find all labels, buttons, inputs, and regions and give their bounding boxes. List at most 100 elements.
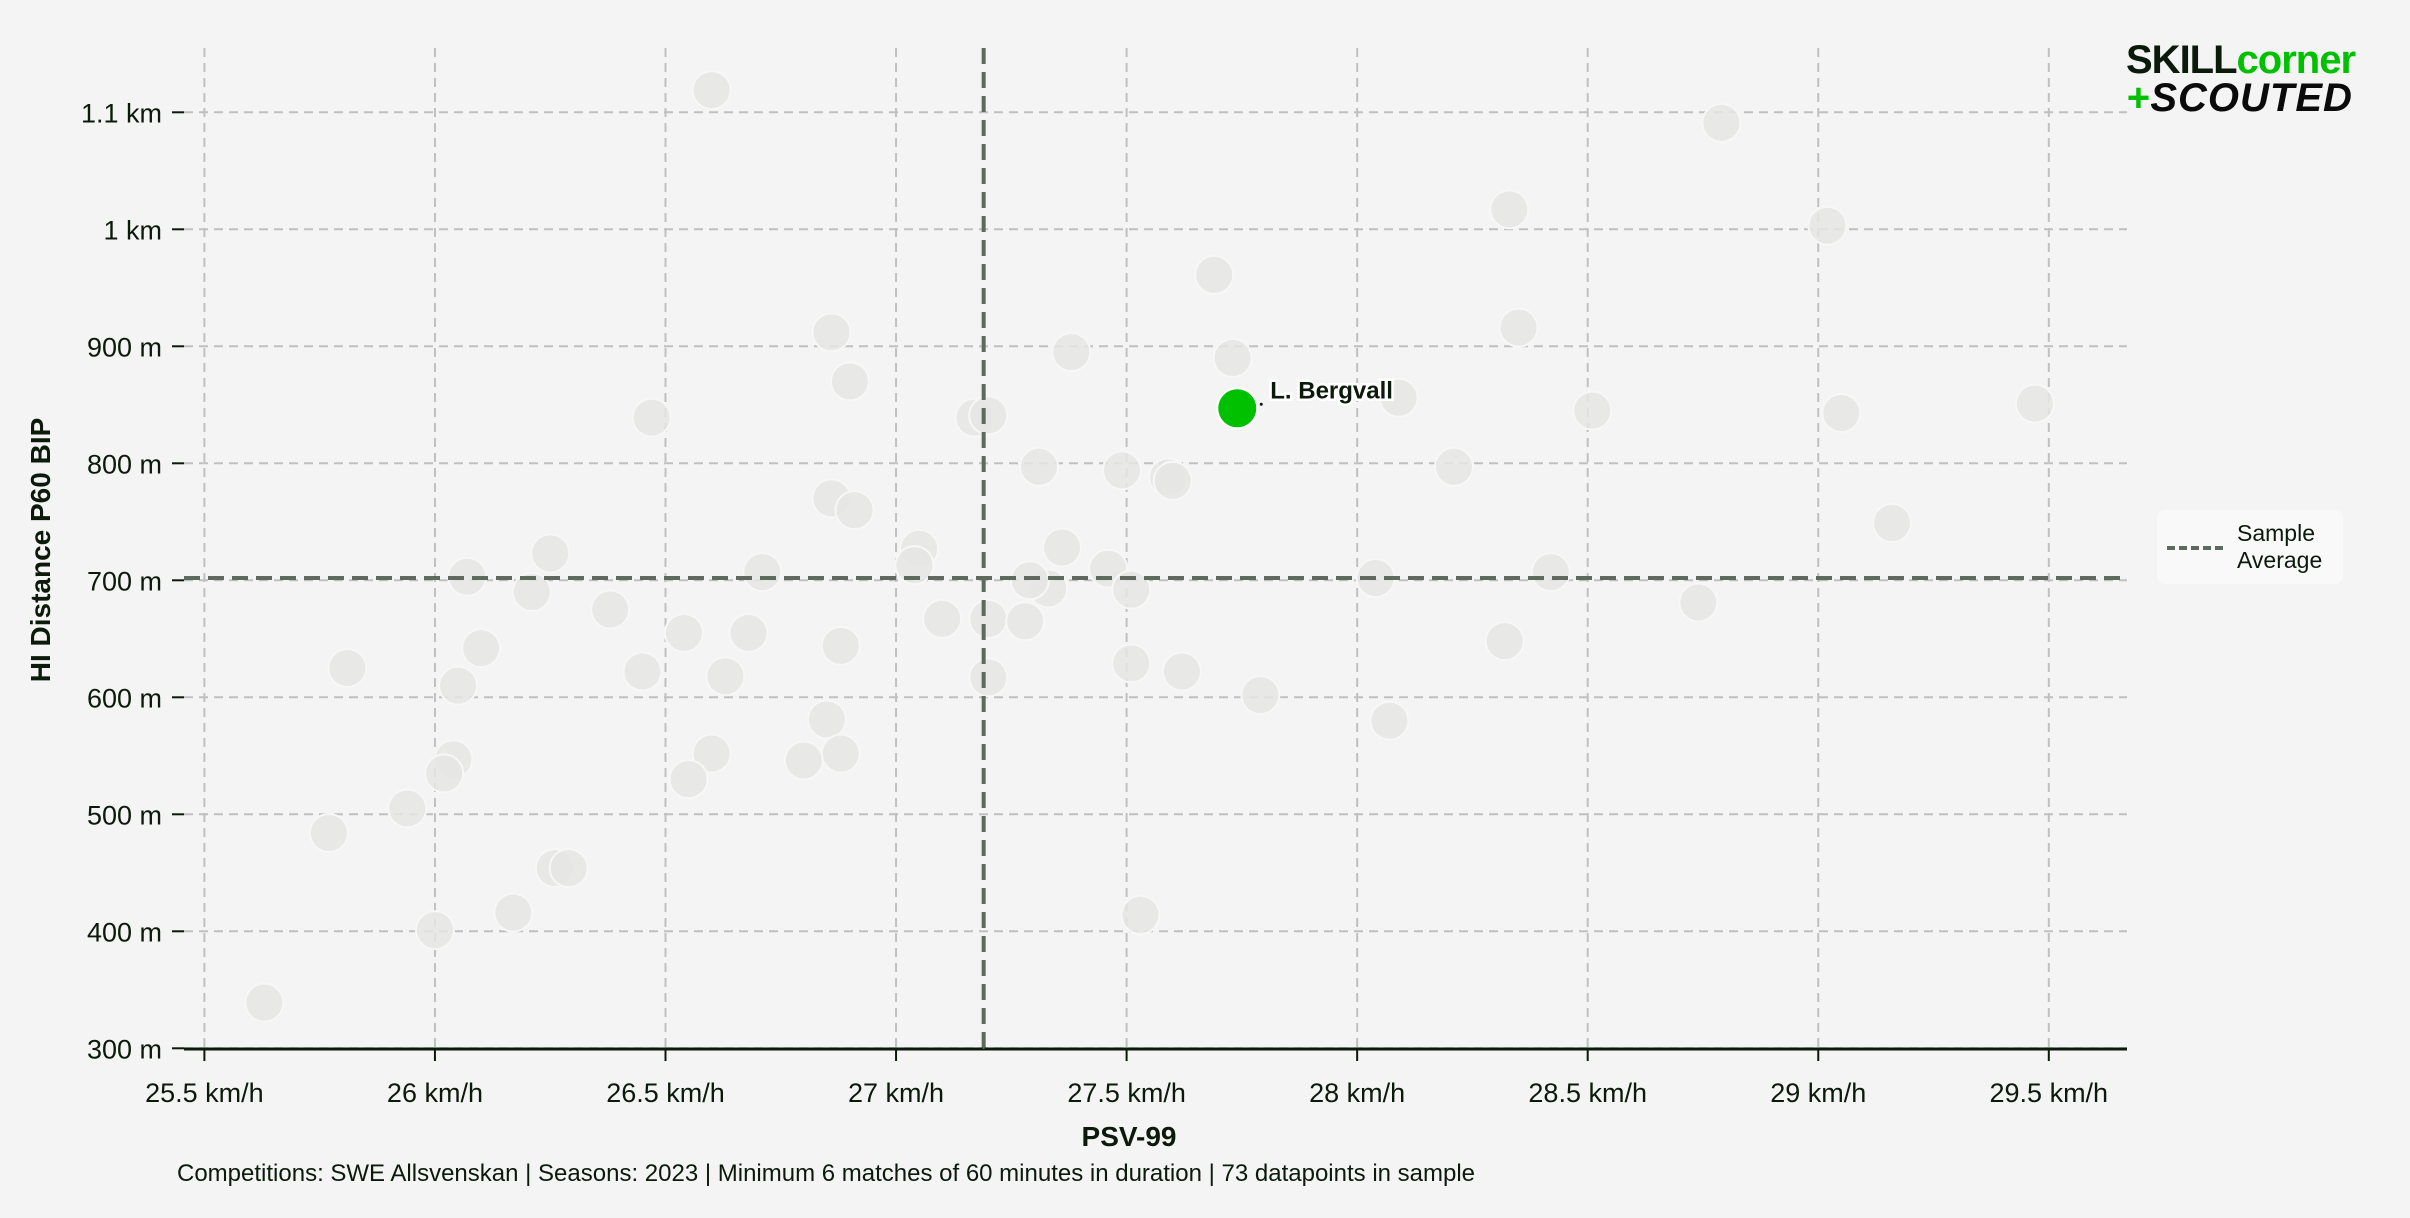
y-tick-label: 900 m [87,332,162,362]
data-point[interactable] [1194,254,1235,295]
x-tick-label: 28.5 km/h [1528,1078,1647,1108]
y-axis-title: HI Distance P60 BIP [25,418,56,683]
data-point[interactable] [622,651,663,692]
x-tick-label: 25.5 km/h [145,1078,264,1108]
data-point[interactable] [1484,621,1525,662]
chart-footer-caption: Competitions: SWE Allsvenskan | Seasons:… [177,1160,1476,1187]
logo-corner-text: corner [2236,38,2356,82]
data-point[interactable] [327,648,368,689]
x-tick-label: 26 km/h [387,1078,483,1108]
data-point[interactable] [1572,390,1613,431]
axes: 25.5 km/h 26 km/h 26.5 km/h 27 km/h 27.5 km/… [81,98,2127,1108]
dashed-line-icon [2167,546,2223,550]
data-point[interactable] [968,657,1009,698]
data-point[interactable] [1701,102,1742,143]
data-point[interactable] [1111,569,1152,610]
data-point[interactable] [1489,189,1530,230]
data-point[interactable] [511,572,552,612]
data-point[interactable] [1042,527,1083,568]
data-point[interactable] [244,982,285,1023]
data-point[interactable] [783,740,824,781]
data-point[interactable] [2014,383,2055,424]
data-point[interactable] [1498,307,1539,348]
y-tick-label: 1.1 km [81,98,162,128]
data-point[interactable] [1378,377,1419,418]
x-axis-title: PSV-99 [1082,1121,1177,1152]
data-point[interactable] [548,848,589,889]
data-point[interactable] [1101,450,1142,491]
legend-label-line1: Sample [2237,520,2315,546]
data-point[interactable] [1807,205,1848,246]
data-point[interactable] [1051,332,1092,373]
highlight-point[interactable] [1216,387,1259,430]
data-point[interactable] [424,753,465,794]
data-point[interactable] [1018,446,1059,487]
data-point[interactable] [1872,502,1913,543]
data-point[interactable] [1120,894,1161,935]
data-point[interactable] [590,589,631,630]
data-point[interactable] [1212,338,1253,378]
data-point[interactable] [1161,651,1202,692]
label-connector-dot [1259,402,1263,406]
x-tick-label: 28 km/h [1309,1078,1405,1108]
x-tick-label: 29.5 km/h [1990,1078,2109,1108]
data-point[interactable] [461,628,502,669]
data-point[interactable] [968,395,1009,436]
data-point[interactable] [691,733,732,774]
data-point[interactable] [493,892,534,933]
data-point[interactable] [806,699,847,740]
data-point[interactable] [834,490,875,531]
chart-legend: Sample Average [2157,510,2343,584]
y-tick-label: 700 m [87,566,162,596]
x-tick-label: 27 km/h [848,1078,944,1108]
data-point[interactable] [1678,582,1719,623]
data-point[interactable] [1369,700,1410,741]
data-point[interactable] [728,612,769,653]
logo-skill-text: SKILL [2126,38,2238,82]
data-point[interactable] [414,910,455,951]
grid-lines [184,48,2127,1050]
data-point[interactable] [308,813,349,854]
x-tick-label: 29 km/h [1770,1078,1866,1108]
data-point[interactable] [820,625,861,666]
data-point[interactable] [1433,446,1474,487]
average-lines [184,48,2127,1049]
data-point[interactable] [922,598,963,639]
data-point[interactable] [631,397,672,438]
data-point[interactable] [1530,552,1571,593]
logo-scouted-text: SCOUTED [2150,76,2353,120]
data-point[interactable] [811,312,852,353]
data-point[interactable] [829,361,870,402]
data-point[interactable] [742,552,783,593]
data-point[interactable] [1009,560,1050,601]
data-point[interactable] [1111,643,1152,684]
y-tick-label: 800 m [87,449,162,479]
data-point[interactable] [668,759,709,800]
y-tick-label: 600 m [87,683,162,713]
data-point[interactable] [387,788,428,829]
data-point[interactable] [1005,601,1046,642]
data-point[interactable] [691,70,732,111]
data-point[interactable] [1152,460,1193,501]
data-point[interactable] [894,545,935,586]
y-tick-label: 500 m [87,800,162,830]
highlight-label: L. Bergvall [1270,377,1393,404]
data-point[interactable] [663,612,704,653]
skillcorner-scouted-logo: SKILLcorner +SCOUTED [2126,40,2366,120]
legend-label: Sample Average [2237,520,2322,574]
data-point[interactable] [1821,392,1862,433]
data-point[interactable] [530,533,571,574]
data-point[interactable] [705,656,746,697]
data-point[interactable] [1240,674,1281,715]
data-point[interactable] [820,733,861,774]
data-point[interactable] [438,665,479,706]
legend-label-line2: Average [2237,547,2323,573]
highlighted-player[interactable]: L. Bergvall [1216,375,1395,430]
x-tick-label: 26.5 km/h [606,1078,725,1108]
data-points [244,70,2055,1023]
logo-plus-icon: + [2126,76,2151,120]
data-point[interactable] [968,598,1009,639]
y-tick-label: 300 m [87,1034,162,1064]
y-tick-label: 1 km [103,215,162,245]
